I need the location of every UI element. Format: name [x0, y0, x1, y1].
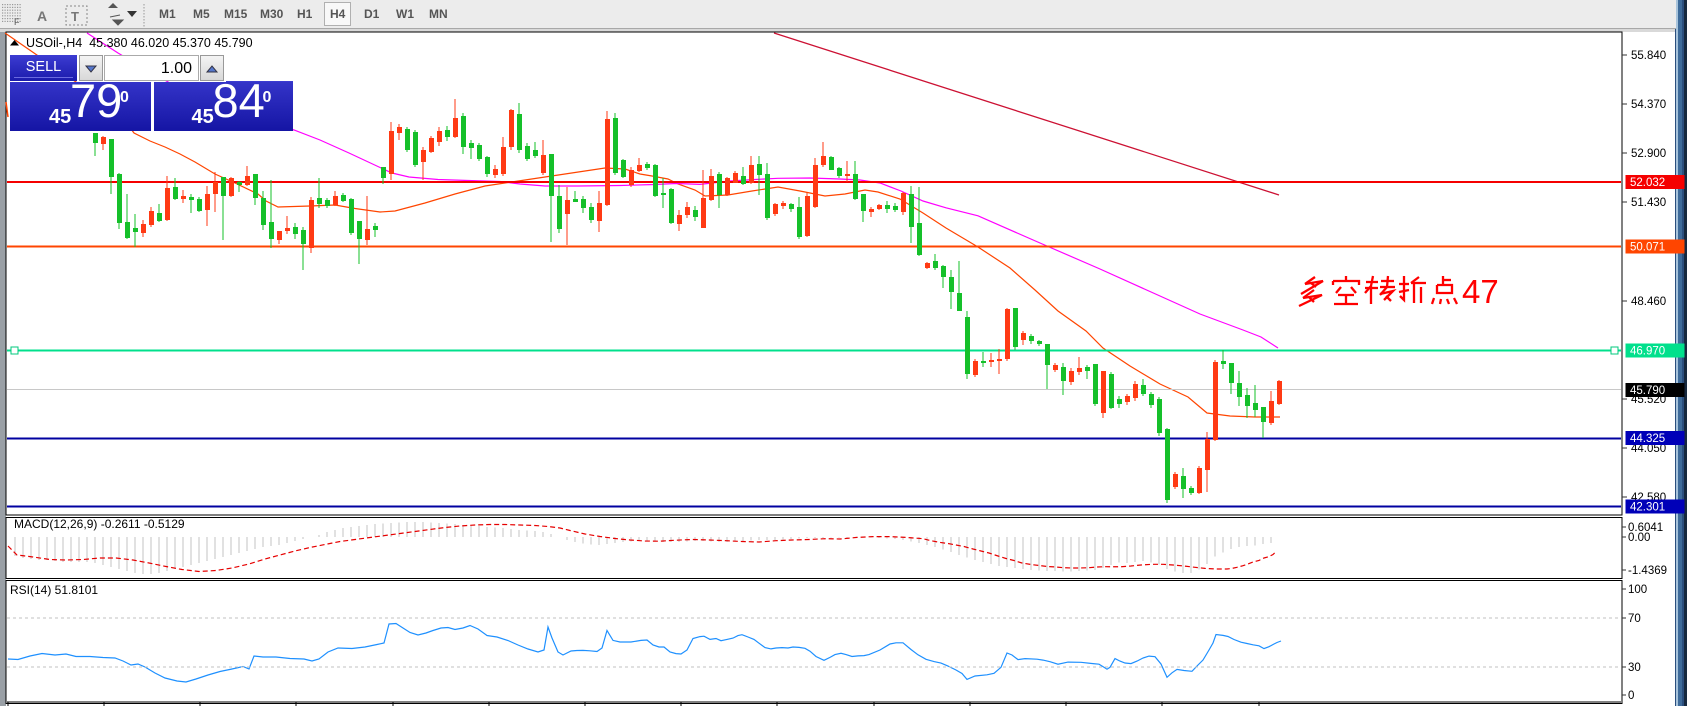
- svg-text:RSI(14) 51.8101: RSI(14) 51.8101: [10, 583, 98, 597]
- svg-text:52.032: 52.032: [1630, 177, 1665, 189]
- svg-text:F: F: [14, 17, 20, 27]
- svg-text:30: 30: [1628, 662, 1641, 674]
- svg-text:A: A: [37, 8, 47, 24]
- svg-text:0.6041: 0.6041: [1628, 522, 1663, 534]
- svg-text:52.900: 52.900: [1631, 148, 1666, 160]
- svg-text:0: 0: [1628, 690, 1634, 702]
- svg-text:42.301: 42.301: [1630, 502, 1665, 514]
- svg-text:44.050: 44.050: [1631, 443, 1666, 455]
- svg-text:55.840: 55.840: [1631, 50, 1666, 62]
- svg-text:45.790: 45.790: [1630, 385, 1665, 397]
- svg-text:50.071: 50.071: [1630, 242, 1665, 254]
- svg-text:54.370: 54.370: [1631, 99, 1666, 111]
- svg-text:51.430: 51.430: [1631, 197, 1666, 209]
- svg-text:46.970: 46.970: [1630, 346, 1665, 358]
- svg-text:0.00: 0.00: [1628, 532, 1650, 544]
- svg-text:MACD(12,26,9) -0.2611 -0.5129: MACD(12,26,9) -0.2611 -0.5129: [14, 517, 185, 531]
- svg-text:70: 70: [1628, 613, 1641, 625]
- svg-text:USOil-,H4 45.380 46.020 45.37: USOil-,H4 45.380 46.020 45.370 45.790: [26, 36, 253, 50]
- svg-text:48.460: 48.460: [1631, 296, 1666, 308]
- svg-text:100: 100: [1628, 584, 1647, 596]
- svg-text:47: 47: [1462, 273, 1499, 310]
- svg-text:T: T: [71, 9, 79, 24]
- svg-text:44.325: 44.325: [1630, 433, 1665, 445]
- svg-text:-1.4369: -1.4369: [1628, 565, 1667, 577]
